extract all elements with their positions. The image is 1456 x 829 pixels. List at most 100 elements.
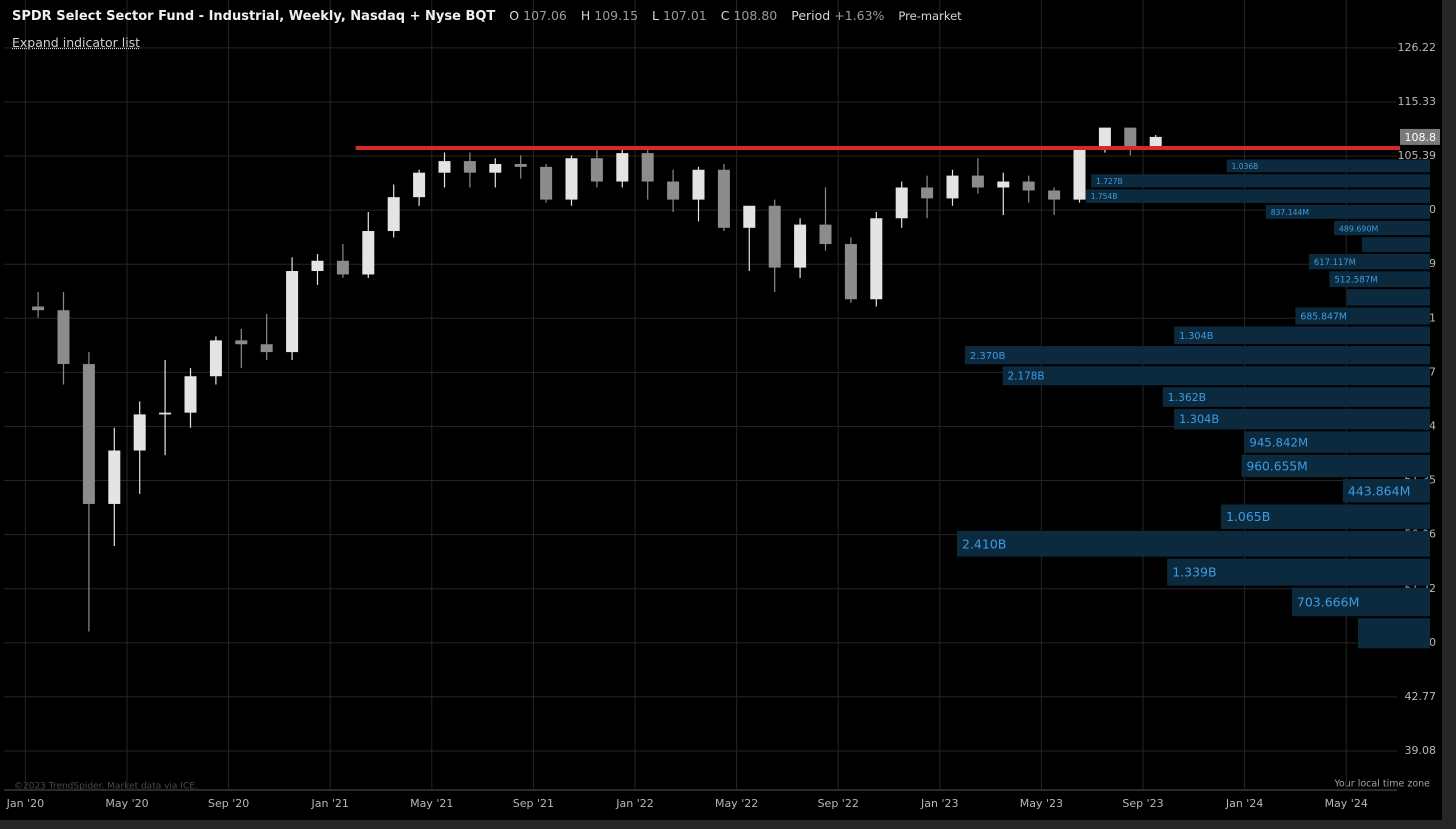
x-tick-label: Jan '20 [6, 797, 44, 810]
volume-profile-bar [964, 346, 1430, 365]
volume-profile-label: 1.304B [1179, 331, 1213, 342]
volume-profile-label: 1.036B [1232, 162, 1259, 171]
candle-body [692, 169, 705, 200]
volume-profile-label: 945.842M [1249, 436, 1308, 450]
x-tick-label: Jan '23 [920, 797, 958, 810]
candle-body [794, 224, 807, 268]
volume-profile-label: 489.690M [1339, 225, 1379, 234]
y-tick-label: 126.22 [1398, 41, 1437, 54]
volume-profile-label: 443.864M [1348, 483, 1410, 498]
volume-profile-label: 1.727B [1096, 177, 1123, 186]
candle-body [565, 158, 578, 200]
candle-body [1124, 127, 1137, 147]
stat: Period +1.63% [791, 8, 884, 23]
x-tick-label: Jan '22 [615, 797, 653, 810]
volume-profile-bar [1174, 408, 1430, 430]
timezone-note: Your local time zone [1333, 779, 1430, 790]
candle-body [133, 414, 146, 451]
volume-profile-label: 617.117M [1314, 257, 1356, 267]
volume-profile-bar [1291, 587, 1430, 617]
x-tick-label: Sep '22 [818, 797, 859, 810]
stat: O 107.06 [509, 8, 567, 23]
candle-body [32, 306, 45, 311]
last-price-label: 108.8 [1405, 131, 1437, 144]
candle-body [159, 412, 172, 415]
stat-key: L [652, 8, 659, 23]
header: SPDR Select Sector Fund - Industrial, We… [12, 8, 962, 24]
stat-value: 109.15 [594, 8, 639, 23]
candle-body [616, 153, 629, 182]
candle-body [1098, 127, 1111, 147]
candle-body [1022, 181, 1035, 191]
volume-profile-bar [1333, 220, 1430, 236]
volume-profile-label: 1.065B [1226, 509, 1270, 524]
candle-body [463, 161, 476, 173]
volume-profile-bar [1174, 326, 1430, 345]
candle-body [743, 205, 756, 228]
volume-profile-label: 2.410B [962, 536, 1006, 551]
candle-body [387, 197, 400, 232]
volume-profile-bar [1226, 159, 1430, 173]
stat-value: 107.01 [663, 8, 707, 23]
volume-profile-bar [1162, 387, 1430, 407]
candle-body [438, 161, 451, 173]
candle-body [209, 340, 222, 377]
volume-profile-bar [1329, 271, 1430, 288]
chart-title: SPDR Select Sector Fund - Industrial, We… [12, 9, 496, 24]
candle-body [717, 169, 730, 228]
candle-body [895, 187, 908, 219]
candle-body [413, 172, 426, 198]
volume-profile-bar [1220, 504, 1430, 529]
volume-profile-label: 2.178B [1008, 371, 1045, 383]
volume-profile-label: 1.362B [1168, 391, 1206, 404]
candle-body [1149, 136, 1162, 147]
x-tick-label: Jan '21 [310, 797, 348, 810]
x-tick-label: May '21 [410, 797, 453, 810]
volume-profile-label: 2.370B [970, 351, 1006, 362]
volume-profile-label: 1.754B [1091, 192, 1118, 201]
last-price-tag [1400, 128, 1440, 145]
volume-profile-label: 703.666M [1297, 594, 1359, 609]
candle-body [540, 166, 553, 200]
stat-key: H [580, 8, 591, 23]
volume-profile-bar [957, 530, 1430, 557]
volume-profile-label: 512.587M [1334, 276, 1377, 286]
volume-profile-bar [1244, 431, 1430, 453]
candle-body [260, 344, 273, 353]
y-tick-label: 39.08 [1405, 744, 1437, 757]
volume-profile-bar [1167, 558, 1430, 586]
x-tick-label: Sep '21 [513, 797, 554, 810]
volume-profile-bar [1085, 189, 1430, 203]
volume-profile-bar [1362, 237, 1430, 253]
stat-key: O [509, 8, 520, 23]
candle-body [641, 153, 654, 182]
stat-key: C [720, 8, 730, 23]
credit: ©2023 TrendSpider. Market data via ICE. [14, 782, 198, 792]
x-tick-label: May '24 [1325, 797, 1368, 810]
candle-body [971, 175, 984, 188]
y-tick-label: 105.39 [1398, 149, 1437, 162]
candle-body [184, 376, 197, 413]
candle-body [514, 163, 527, 167]
stat: C 108.80 [721, 8, 777, 23]
candle-body [336, 260, 349, 275]
volume-profile-bar [1265, 204, 1430, 219]
expand-indicator-link[interactable]: Expand indicator list [12, 35, 141, 50]
stat: H 109.15 [581, 8, 638, 23]
session: Pre-market [898, 9, 962, 23]
volume-profile-label: 685.847M [1300, 311, 1347, 322]
candle-body [870, 218, 883, 300]
candles [32, 127, 1162, 632]
candle-body [362, 231, 375, 275]
y-tick-label: 115.33 [1398, 95, 1437, 108]
stat-key: Period [791, 8, 831, 23]
volume-profile-bar [1357, 618, 1430, 649]
candle-body [768, 205, 781, 268]
candle-body [590, 158, 603, 182]
y-tick-label: 42.77 [1405, 690, 1437, 703]
candle-body [235, 340, 248, 345]
candle-body [1048, 190, 1061, 200]
stat-value: 107.06 [523, 8, 567, 23]
